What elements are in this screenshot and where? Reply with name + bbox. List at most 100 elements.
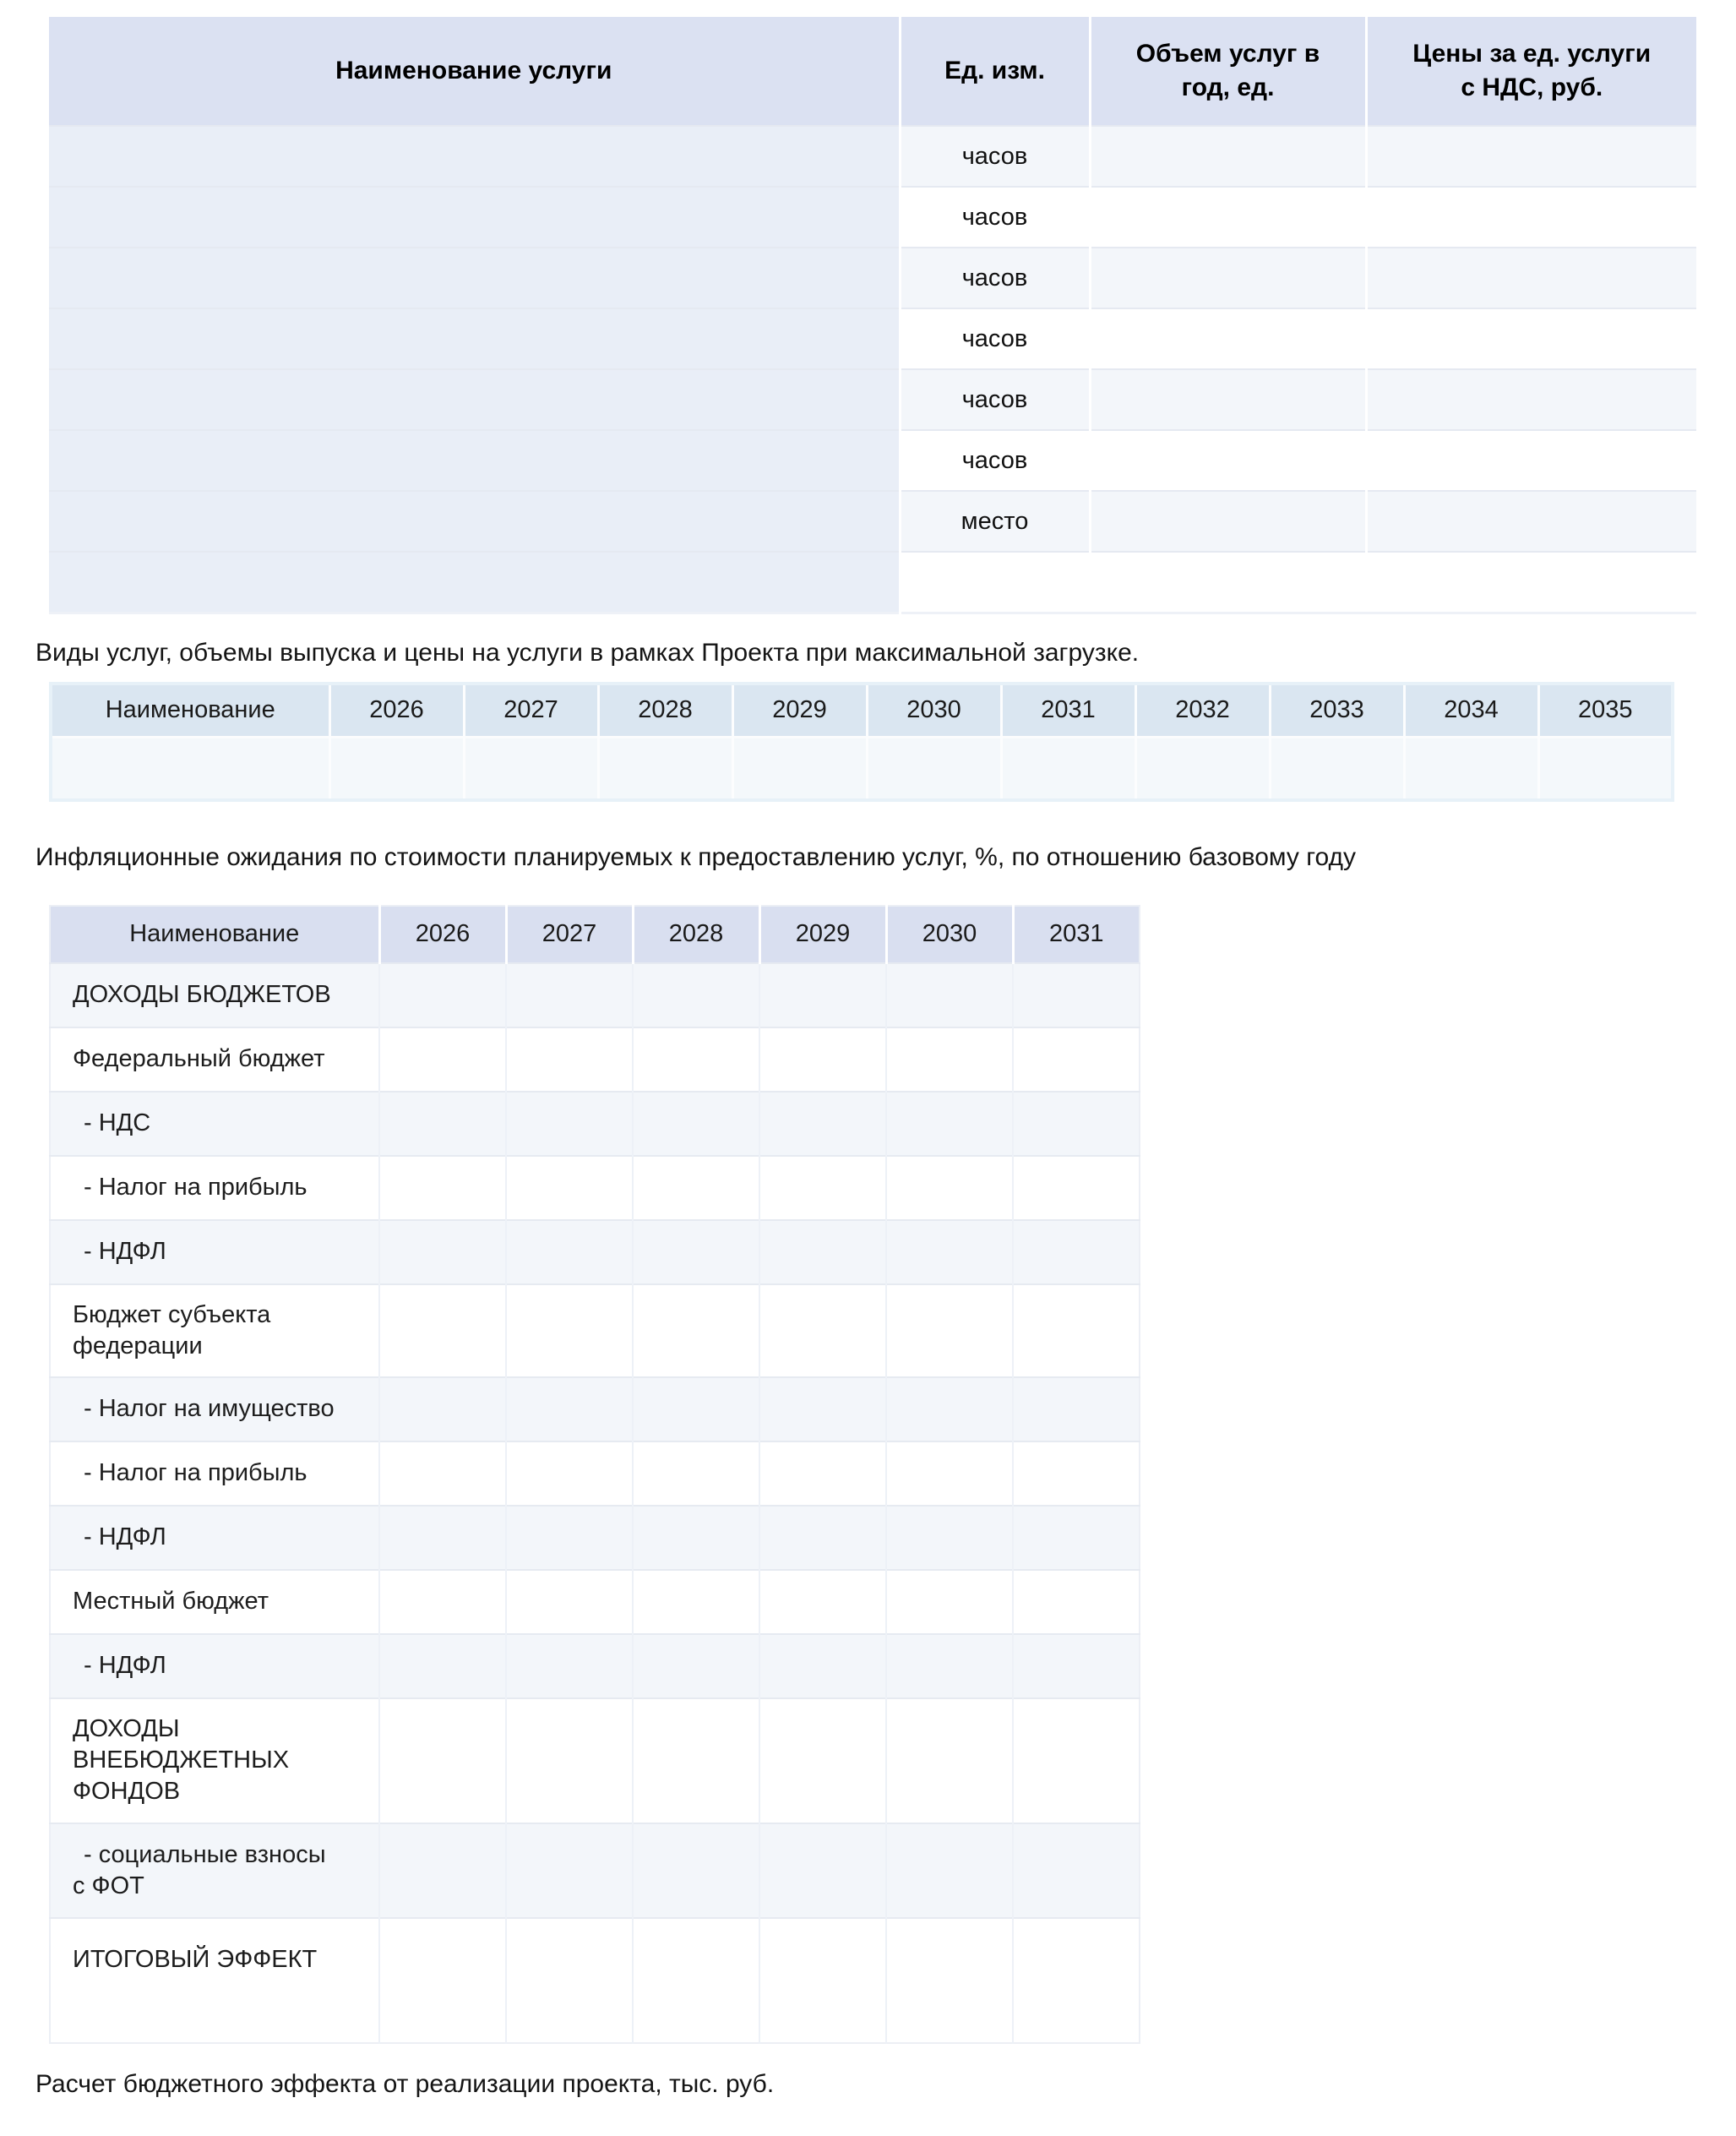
value-cell: [632, 1090, 759, 1156]
row-social-contributions: - социальные взносы с ФОТ: [50, 1822, 1140, 1918]
price-cell: [1364, 368, 1696, 430]
service-name-cell: [49, 125, 900, 187]
value-cell: [378, 1026, 506, 1092]
value-cell: [885, 1283, 1013, 1377]
header-year-2026: 2026: [328, 683, 464, 738]
header-name: Наименование: [51, 683, 329, 738]
volume-cell: [1088, 368, 1366, 430]
header-year-2035: 2035: [1537, 683, 1673, 738]
value-cell: [505, 1026, 633, 1092]
service-name-cell: [49, 368, 900, 430]
volume-cell: [1088, 186, 1366, 248]
table-row: часов: [49, 368, 1696, 430]
services-header-row: Наименование услуги Ед. изм. Объем услуг…: [49, 17, 1696, 126]
price-cell: [1364, 308, 1696, 369]
value-cell: [999, 736, 1135, 800]
service-name-cell: [49, 429, 900, 491]
value-cell: [759, 1697, 886, 1823]
value-cell: [885, 1568, 1013, 1634]
value-cell: [1012, 1154, 1140, 1220]
header-year-2030: 2030: [884, 905, 1013, 963]
caption-inflation: Инфляционные ожидания по стоимости плани…: [35, 842, 1357, 871]
value-cell: [885, 1154, 1013, 1220]
header-year-2027: 2027: [462, 683, 598, 738]
value-cell: [1012, 1568, 1140, 1634]
row-offbudget-funds: ДОХОДЫ ВНЕБЮДЖЕТНЫХ ФОНДОВ: [50, 1697, 1140, 1823]
value-cell: [632, 1632, 759, 1698]
value-cell: [759, 1090, 886, 1156]
unit-cell: место: [898, 490, 1090, 552]
header-volume: Объем услуг в год, ед.: [1088, 17, 1366, 126]
value-cell: [505, 1916, 633, 2043]
header-year-2033: 2033: [1268, 683, 1404, 738]
header-year-2031: 2031: [999, 683, 1135, 738]
unit-cell: часов: [898, 247, 1090, 308]
price-cell: [1364, 125, 1696, 187]
header-unit: Ед. изм.: [898, 17, 1090, 126]
value-cell: [378, 1822, 506, 1918]
value-cell: [378, 962, 506, 1027]
value-cell: [505, 1632, 633, 1698]
value-cell: [1012, 1697, 1140, 1823]
caption-services: Виды услуг, объемы выпуска и цены на усл…: [35, 638, 1140, 667]
value-cell: [1268, 736, 1404, 800]
budget-effect-table: Наименование 2026 2027 2028 2029 2030 20…: [49, 904, 1140, 2044]
value-cell: [885, 1822, 1013, 1918]
row-label: Бюджет субъекта федерации: [50, 1283, 379, 1377]
volume-cell: [1088, 490, 1366, 552]
row-profit-tax-region: - Налог на прибыль: [50, 1440, 1140, 1506]
service-name-cell: [49, 551, 900, 613]
value-cell: [328, 736, 464, 800]
value-cell: [632, 1218, 759, 1284]
service-name-cell: [49, 490, 900, 552]
budget-header-row: Наименование 2026 2027 2028 2029 2030 20…: [50, 905, 1140, 963]
value-cell: [1012, 1822, 1140, 1918]
value-cell: [1012, 1440, 1140, 1506]
value-cell: [596, 736, 732, 800]
value-cell: [378, 1568, 506, 1634]
row-label: - НДФЛ: [50, 1632, 379, 1698]
value-cell: [759, 1822, 886, 1918]
volume-cell: [1088, 125, 1366, 187]
value-cell: [505, 962, 633, 1027]
value-cell: [632, 1283, 759, 1377]
table-row: [51, 736, 1673, 800]
value-cell: [759, 1568, 886, 1634]
value-cell: [1134, 736, 1270, 800]
name-cell: [51, 736, 329, 800]
value-cell: [378, 1090, 506, 1156]
row-label: - НДФЛ: [50, 1218, 379, 1284]
table-row: часов: [49, 308, 1696, 369]
value-cell: [1537, 736, 1673, 800]
row-profit-tax-federal: - Налог на прибыль: [50, 1154, 1140, 1220]
header-year-2028: 2028: [631, 905, 759, 963]
table-row: [49, 551, 1696, 613]
value-cell: [1012, 1632, 1140, 1698]
row-ndfl-region: - НДФЛ: [50, 1504, 1140, 1570]
row-label: - НДФЛ: [50, 1504, 379, 1570]
header-year-2029: 2029: [758, 905, 886, 963]
value-cell: [505, 1697, 633, 1823]
value-cell: [378, 1218, 506, 1284]
value-cell: [885, 1916, 1013, 2043]
max-load-table: Наименование 2026 2027 2028 2029 2030 20…: [49, 681, 1674, 802]
value-cell: [505, 1283, 633, 1377]
value-cell: [632, 1154, 759, 1220]
value-cell: [378, 1376, 506, 1441]
row-ndfl-local: - НДФЛ: [50, 1632, 1140, 1698]
value-cell: [378, 1283, 506, 1377]
volume-cell: [1088, 429, 1366, 491]
value-cell: [885, 1504, 1013, 1570]
value-cell: [632, 1822, 759, 1918]
price-cell: [1364, 247, 1696, 308]
row-label: ИТОГОВЫЙ ЭФФЕКТ: [50, 1916, 379, 2043]
value-cell: [378, 1440, 506, 1506]
value-cell: [505, 1822, 633, 1918]
value-cell: [885, 1026, 1013, 1092]
value-cell: [885, 1440, 1013, 1506]
value-cell: [1012, 1218, 1140, 1284]
row-total-effect: ИТОГОВЫЙ ЭФФЕКТ: [50, 1916, 1140, 2043]
row-property-tax: - Налог на имущество: [50, 1376, 1140, 1441]
row-local-budget: Местный бюджет: [50, 1568, 1140, 1634]
header-price: Цены за ед. услуги с НДС, руб.: [1364, 17, 1696, 126]
